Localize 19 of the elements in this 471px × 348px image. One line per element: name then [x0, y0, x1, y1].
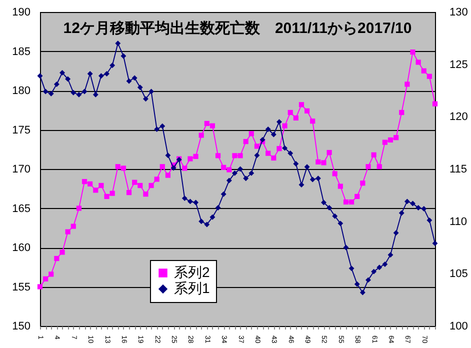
y2-tick-label: 120 — [450, 111, 468, 124]
text: 12ケ月移動平均出生数死亡数 2011/11から2017/10 — [63, 19, 412, 37]
y2-tick-label: 115 — [450, 164, 468, 176]
y-tick-label: 160 — [12, 242, 30, 254]
y-tick-label: 190 — [12, 6, 30, 18]
y-tick-label: 165 — [12, 202, 30, 215]
y-tick-label: 185 — [12, 46, 30, 58]
y-tick-label: 175 — [12, 124, 30, 136]
y2-tick-label: 105 — [450, 268, 468, 280]
y-tick-label: 150 — [12, 320, 30, 332]
y2-tick-label: 100 — [450, 320, 468, 332]
y2-tick-label: 130 — [450, 6, 468, 18]
legend-label: 系列2 — [174, 264, 210, 280]
y2-tick-label: 110 — [450, 216, 468, 228]
y-tick-label: 170 — [12, 164, 30, 176]
y2-tick-label: 125 — [450, 58, 468, 71]
y-tick-label: 180 — [12, 85, 30, 97]
y-tick-label: 155 — [12, 281, 30, 294]
legend-label: 系列1 — [174, 280, 210, 296]
